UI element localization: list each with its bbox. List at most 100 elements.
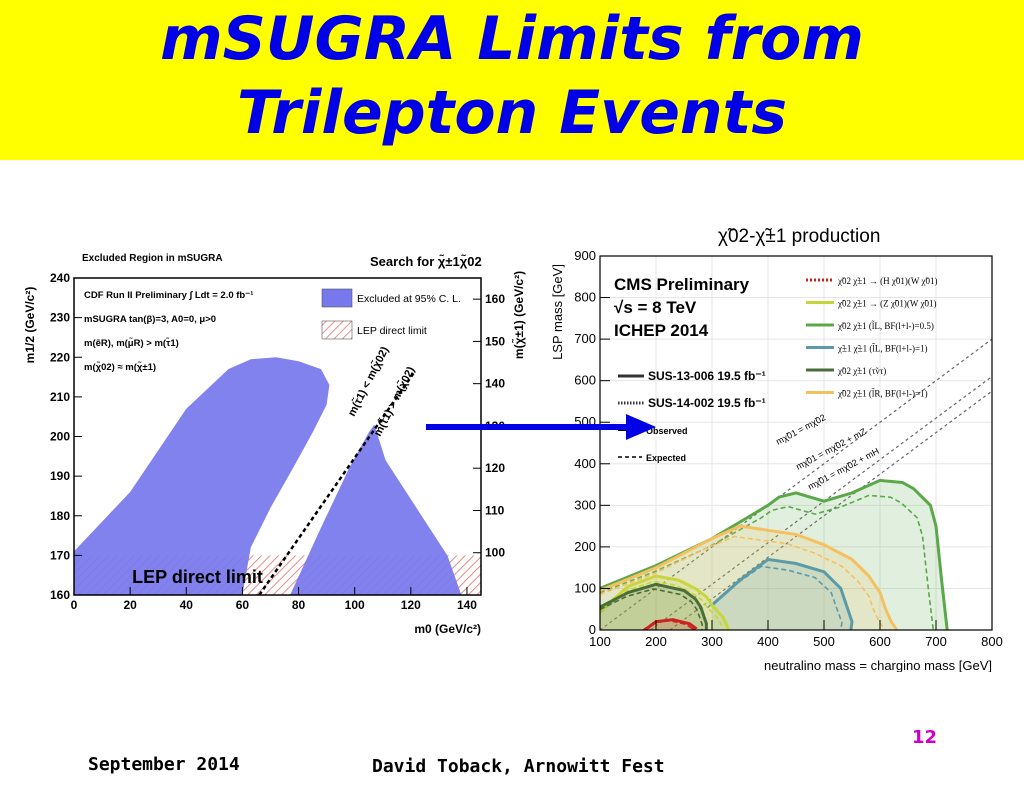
x-tick-label: 120 xyxy=(401,598,421,612)
series-expected-line xyxy=(600,494,935,630)
footer-author: David Toback, Arnowitt Fest xyxy=(372,756,665,777)
cms-plot-area xyxy=(600,256,992,630)
kinematic-line xyxy=(669,390,992,630)
cms-y-tick-label: 300 xyxy=(574,497,596,512)
series-expected-line xyxy=(600,588,703,630)
analysis-legend-label: SUS-13-006 19.5 fb⁻¹ xyxy=(648,369,766,383)
cdf-chart-title: Excluded Region in mSUGRA xyxy=(82,253,223,264)
series-observed-line xyxy=(600,478,949,630)
footer-date: September 2014 xyxy=(88,754,240,775)
y-tick-label: 230 xyxy=(50,311,70,325)
analysis-legend-label: SUS-14-002 19.5 fb⁻¹ xyxy=(648,396,766,410)
y-tick-label: 220 xyxy=(50,350,70,364)
series-observed-line xyxy=(600,582,708,630)
y-tick-label: 210 xyxy=(50,390,70,404)
expected-legend-label: Expected xyxy=(646,453,686,463)
cms-experiment-label: CMS Preliminary xyxy=(614,275,750,294)
cms-experiment-label: ICHEP 2014 xyxy=(614,321,709,340)
legend-label-lep: LEP direct limit xyxy=(357,325,427,337)
legend-swatch-lep xyxy=(321,320,353,340)
series-legend-label: χ̃02 χ̃±1 (l̃R, BF(l+l-)=1) xyxy=(837,388,928,398)
kinematic-line xyxy=(650,376,992,630)
legend-swatch-excluded xyxy=(321,288,353,308)
series-legend-label: χ̃02 χ̃±1 (τ̃ντ) xyxy=(837,366,886,376)
slide-title: mSUGRA Limits from Trilepton Events xyxy=(0,2,1024,150)
excluded-region-left xyxy=(74,357,330,595)
x-tick-label: 80 xyxy=(292,598,306,612)
lep-band-label: LEP direct limit xyxy=(132,567,263,587)
cms-y-tick-label: 600 xyxy=(574,373,596,388)
cms-x-tick-label: 300 xyxy=(701,634,723,649)
cdf-y-axis-label: m1/2 (GeV/c²) xyxy=(23,287,37,364)
connector-arrow xyxy=(426,414,656,440)
legend-label-excluded: Excluded at 95% C. L. xyxy=(357,293,461,305)
cms-y-tick-label: 400 xyxy=(574,456,596,471)
y2-tick-label: 100 xyxy=(485,546,505,560)
cms-y-tick-label: 800 xyxy=(574,290,596,305)
cms-y-tick-label: 900 xyxy=(574,248,596,263)
cms-x-tick-label: 400 xyxy=(757,634,779,649)
title-band xyxy=(0,0,1024,160)
cdf-annotation: m(χ̃02) ≈ m(χ̃±1) xyxy=(84,361,156,373)
cms-y-axis-label: LSP mass [GeV] xyxy=(550,264,565,360)
cdf-annotation: CDF Run II Preliminary ∫ Ldt = 2.0 fb⁻¹ xyxy=(84,290,253,301)
title-line-2: Trilepton Events xyxy=(236,78,788,148)
observed-legend-label: Observed xyxy=(646,426,688,436)
series-fill xyxy=(600,584,707,630)
series-observed-line xyxy=(600,524,899,630)
cms-data-layer xyxy=(600,338,992,630)
stau-neutralino-boundary xyxy=(258,372,415,596)
y2-tick-label: 110 xyxy=(485,503,505,517)
series-observed-line xyxy=(643,618,698,630)
cms-y-tick-label: 0 xyxy=(589,622,596,637)
y-tick-label: 160 xyxy=(50,588,70,602)
arrow-head xyxy=(626,414,656,440)
series-observed-line xyxy=(711,557,854,630)
series-expected-line xyxy=(600,580,725,630)
series-legend-label: χ̃02 χ̃±1 → (Z χ̃01)(W χ̃01) xyxy=(837,299,937,309)
cdf-x-axis-label: m0 (GeV/c²) xyxy=(414,622,481,636)
cms-x-tick-label: 600 xyxy=(869,634,891,649)
cdf-msugra-chart: 0 20 40 60 80 100 120 140 160 170 180 190 200 210 220 2… xyxy=(23,253,526,636)
page-number: 12 xyxy=(912,727,938,748)
x-tick-label: 140 xyxy=(457,598,477,612)
series-legend-label: χ̃02 χ̃±1 (l̃L, BF(l+l-)=0.5) xyxy=(837,321,934,331)
series-legend-label: χ̃02 χ̃±1 → (H χ̃01)(W χ̃01) xyxy=(837,276,938,286)
cms-chart-title: χ̃02-χ̃±1 production xyxy=(718,226,880,247)
y-tick-label: 190 xyxy=(50,469,70,483)
series-expected-line xyxy=(706,565,843,630)
cms-y-tick-label: 700 xyxy=(574,331,596,346)
cms-x-tick-label: 700 xyxy=(925,634,947,649)
x-tick-label: 20 xyxy=(123,598,137,612)
x-tick-label: 100 xyxy=(345,598,365,612)
cdf-y2-axis-label: m(χ̃±1) (GeV/c²) xyxy=(511,271,526,359)
cms-x-tick-label: 200 xyxy=(645,634,667,649)
cms-y-tick-label: 200 xyxy=(574,539,596,554)
series-observed-line xyxy=(600,574,731,630)
x-tick-label: 0 xyxy=(71,598,78,612)
y-tick-label: 180 xyxy=(50,509,70,523)
series-expected-line xyxy=(600,535,886,630)
cms-experiment-label: √s = 8 TeV xyxy=(614,298,697,317)
title-line-1: mSUGRA Limits from xyxy=(160,4,864,74)
y2-tick-label: 140 xyxy=(485,377,505,391)
cdf-search-label: Search for χ̃±1χ̃02 xyxy=(370,254,482,269)
y2-tick-label: 160 xyxy=(485,292,505,306)
series-legend-label: χ̃±1 χ̃±1 (l̃L, BF(l+l-)=1) xyxy=(837,343,928,353)
x-tick-label: 60 xyxy=(236,598,250,612)
cms-frame xyxy=(599,255,993,631)
series-expected-line xyxy=(642,619,693,630)
y2-tick-label: 120 xyxy=(485,461,505,475)
cms-x-tick-label: 500 xyxy=(813,634,835,649)
y-tick-label: 200 xyxy=(50,430,70,444)
x-tick-label: 40 xyxy=(180,598,194,612)
y-tick-label: 240 xyxy=(50,271,70,285)
cdf-annotation: mSUGRA tan(β)=3, A0=0, μ>0 xyxy=(84,314,216,325)
cms-x-tick-label: 100 xyxy=(589,634,611,649)
cms-y-tick-label: 100 xyxy=(574,580,596,595)
excluded-region-right xyxy=(290,424,462,595)
cms-x-axis-label: neutralino mass = chargino mass [GeV] xyxy=(764,658,992,672)
y-tick-label: 170 xyxy=(50,548,70,562)
cms-electroweakino-chart: 100 200 300 400 500 600 700 8000100200300400500… xyxy=(550,226,1003,672)
y2-tick-label: 150 xyxy=(485,334,505,348)
